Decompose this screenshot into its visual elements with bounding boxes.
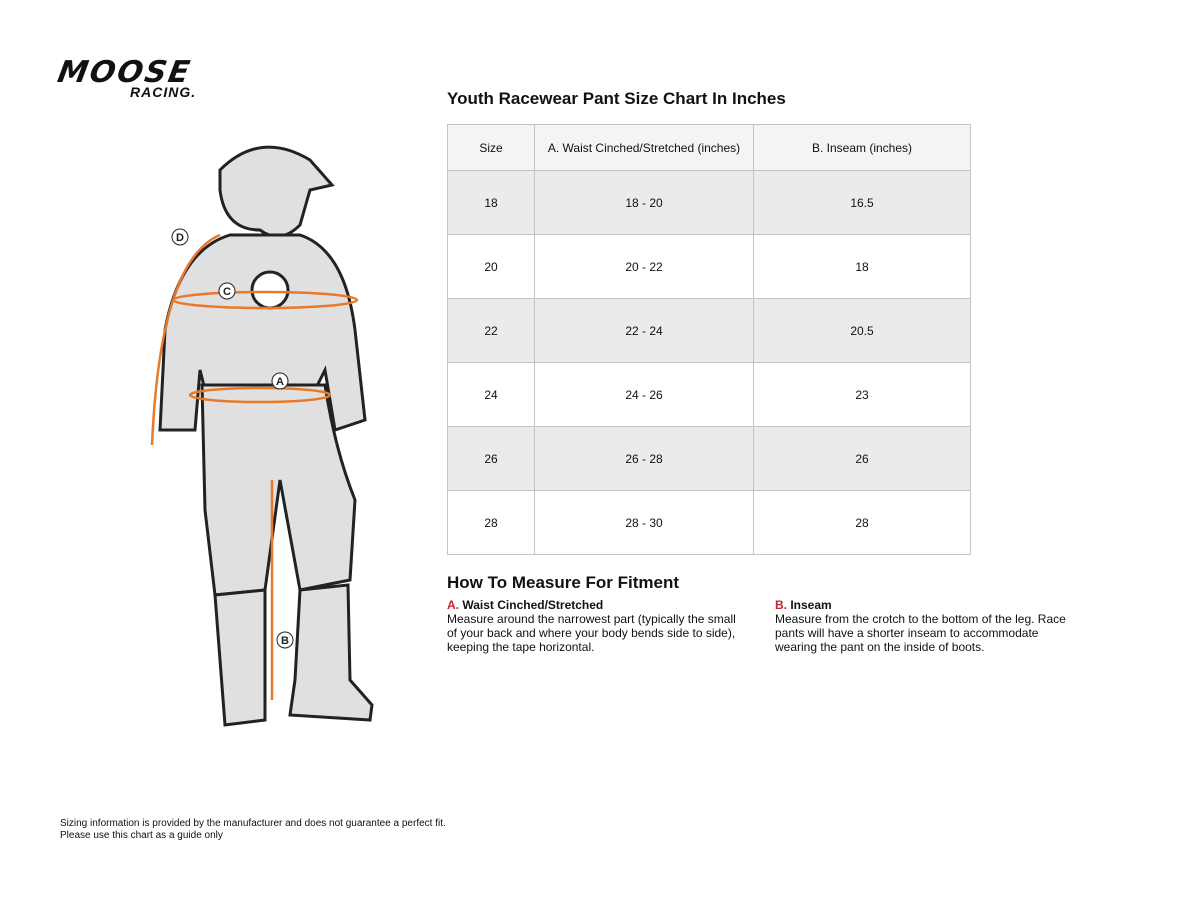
table-row: 18 18 - 20 16.5 <box>447 170 971 235</box>
pants <box>200 383 357 597</box>
waist-cell: 24 - 26 <box>534 362 754 427</box>
size-cell: 24 <box>447 362 535 427</box>
label-c: C <box>223 286 231 298</box>
inseam-cell: 16.5 <box>753 170 971 235</box>
waist-label: Waist Cinched/Stretched <box>462 598 604 612</box>
table-header-row: Size A. Waist Cinched/Stretched (inches)… <box>447 124 971 171</box>
rider-measurement-illustration: D C A B <box>150 145 374 727</box>
waist-key: A. <box>447 598 459 612</box>
disclaimer-line-1: Sizing information is provided by the ma… <box>60 818 446 829</box>
label-a: A <box>276 376 284 388</box>
page-title: Youth Racewear Pant Size Chart In Inches <box>447 89 786 108</box>
label-b-circle <box>276 631 294 649</box>
moose-racing-logo: MOOSE RACING. <box>55 55 197 100</box>
boot-right <box>288 583 374 722</box>
size-cell: 22 <box>447 298 535 363</box>
waist-measure-line <box>188 386 332 404</box>
waist-text: Measure around the narrowest part (typic… <box>447 612 736 654</box>
inseam-key: B. <box>775 598 787 612</box>
header-waist: A. Waist Cinched/Stretched (inches) <box>534 124 754 171</box>
inseam-cell: 26 <box>753 426 971 491</box>
waist-instructions: A. Waist Cinched/Stretched Measure aroun… <box>447 598 747 654</box>
table-row: 22 22 - 24 20.5 <box>447 298 971 363</box>
inseam-instructions: B. Inseam Measure from the crotch to the… <box>775 598 1075 654</box>
header-size: Size <box>447 124 535 171</box>
label-c-circle <box>218 282 236 300</box>
disclaimer-line-2: Please use this chart as a guide only <box>60 830 223 841</box>
sleeve-measure-line <box>150 233 221 446</box>
label-b: B <box>281 635 289 647</box>
label-d-circle <box>171 228 189 246</box>
waist-heading: A. Waist Cinched/Stretched <box>447 598 747 612</box>
inseam-cell: 28 <box>753 490 971 555</box>
inseam-cell: 18 <box>753 234 971 299</box>
helmet <box>218 145 335 238</box>
waist-cell: 18 - 20 <box>534 170 754 235</box>
inseam-label: Inseam <box>790 598 832 612</box>
table-row: 26 26 - 28 26 <box>447 426 971 491</box>
table-row: 28 28 - 30 28 <box>447 490 971 555</box>
header-inseam: B. Inseam (inches) <box>753 124 971 171</box>
size-cell: 26 <box>447 426 535 491</box>
size-cell: 18 <box>447 170 535 235</box>
waist-cell: 22 - 24 <box>534 298 754 363</box>
waist-cell: 26 - 28 <box>534 426 754 491</box>
chest-logo <box>250 270 290 310</box>
boot-left <box>213 588 267 727</box>
waist-cell: 20 - 22 <box>534 234 754 299</box>
waist-cell: 28 - 30 <box>534 490 754 555</box>
label-a-circle <box>271 372 289 390</box>
inseam-heading: B. Inseam <box>775 598 1075 612</box>
inseam-cell: 23 <box>753 362 971 427</box>
inseam-cell: 20.5 <box>753 298 971 363</box>
table-row: 20 20 - 22 18 <box>447 234 971 299</box>
inseam-text: Measure from the crotch to the bottom of… <box>775 612 1066 654</box>
label-d: D <box>176 232 184 244</box>
size-cell: 28 <box>447 490 535 555</box>
table-row: 24 24 - 26 23 <box>447 362 971 427</box>
size-chart-table: Size A. Waist Cinched/Stretched (inches)… <box>447 124 971 555</box>
disclaimer: Sizing information is provided by the ma… <box>60 818 446 842</box>
howto-title: How To Measure For Fitment <box>447 573 680 592</box>
size-cell: 20 <box>447 234 535 299</box>
